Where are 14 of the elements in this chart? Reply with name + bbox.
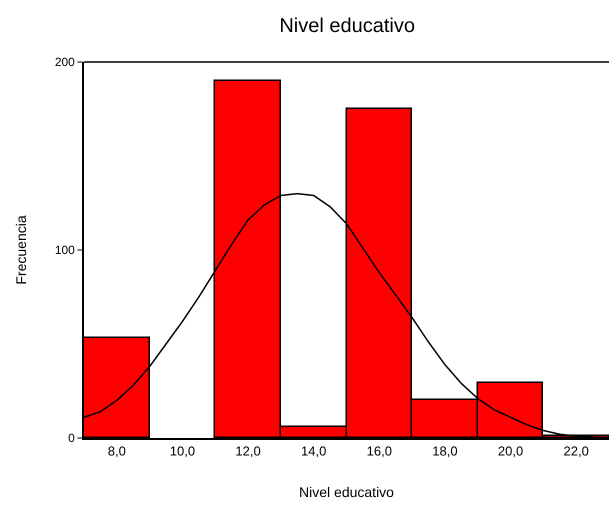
x-tick-label: 18,0 bbox=[432, 443, 458, 458]
x-tick-label: 16,0 bbox=[366, 443, 392, 458]
x-tick-label: 8,0 bbox=[108, 443, 126, 458]
x-tick-label: 22,0 bbox=[564, 443, 589, 458]
y-tick-label: 100 bbox=[54, 243, 76, 258]
x-tick-label: 12,0 bbox=[235, 443, 261, 458]
x-axis-title: Nivel educativo bbox=[299, 484, 394, 500]
y-tick-label: 0 bbox=[68, 431, 76, 446]
x-tick-label: 10,0 bbox=[170, 443, 196, 458]
x-tick-label: 20,0 bbox=[498, 443, 524, 458]
y-tick-label: 200 bbox=[54, 55, 76, 70]
x-tick-label: 14,0 bbox=[301, 443, 326, 458]
y-axis-title: Frecuencia bbox=[12, 215, 29, 285]
chart-title: Nivel educativo bbox=[279, 14, 415, 37]
